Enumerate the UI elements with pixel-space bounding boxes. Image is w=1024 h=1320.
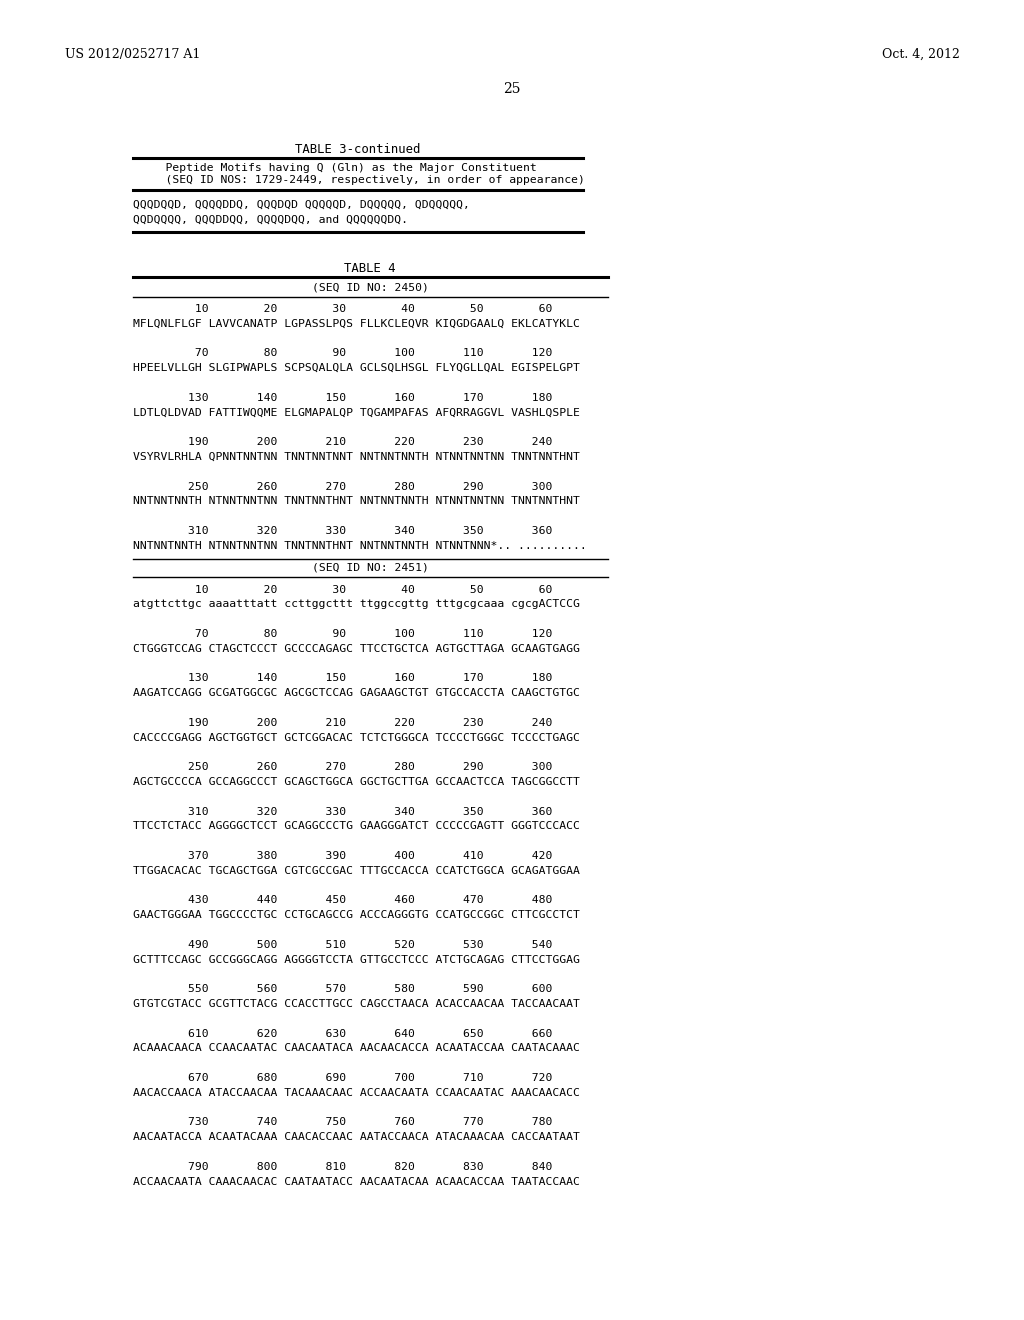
Text: 10        20        30        40        50        60: 10 20 30 40 50 60 — [133, 585, 552, 594]
Text: Oct. 4, 2012: Oct. 4, 2012 — [882, 48, 961, 61]
Text: US 2012/0252717 A1: US 2012/0252717 A1 — [65, 48, 201, 61]
Text: CACCCCGAGG AGCTGGTGCT GCTCGGACAC TCTCTGGGCA TCCCCTGGGC TCCCCTGAGC: CACCCCGAGG AGCTGGTGCT GCTCGGACAC TCTCTGG… — [133, 733, 580, 743]
Text: 490       500       510       520       530       540: 490 500 510 520 530 540 — [133, 940, 552, 950]
Text: 310       320       330       340       350       360: 310 320 330 340 350 360 — [133, 807, 552, 817]
Text: 730       740       750       760       770       780: 730 740 750 760 770 780 — [133, 1118, 552, 1127]
Text: (SEQ ID NO: 2450): (SEQ ID NO: 2450) — [311, 282, 428, 293]
Text: 250       260       270       280       290       300: 250 260 270 280 290 300 — [133, 762, 552, 772]
Text: Peptide Motifs having Q (Gln) as the Major Constituent: Peptide Motifs having Q (Gln) as the Maj… — [138, 162, 537, 173]
Text: AACACCAACA ATACCAACAA TACAAACAAC ACCAACAATA CCAACAATAC AAACAACACC: AACACCAACA ATACCAACAA TACAAACAAC ACCAACA… — [133, 1088, 580, 1098]
Text: GTGTCGTACC GCGTTCTACG CCACCTTGCC CAGCCTAACA ACACCAACAA TACCAACAAT: GTGTCGTACC GCGTTCTACG CCACCTTGCC CAGCCTA… — [133, 999, 580, 1008]
Text: 190       200       210       220       230       240: 190 200 210 220 230 240 — [133, 437, 552, 447]
Text: 670       680       690       700       710       720: 670 680 690 700 710 720 — [133, 1073, 552, 1082]
Text: atgttcttgc aaaatttatt ccttggcttt ttggccgttg tttgcgcaaa cgcgACTCCG: atgttcttgc aaaatttatt ccttggcttt ttggccg… — [133, 599, 580, 610]
Text: 70        80        90       100       110       120: 70 80 90 100 110 120 — [133, 348, 552, 359]
Text: 250       260       270       280       290       300: 250 260 270 280 290 300 — [133, 482, 552, 491]
Text: AGCTGCCCCA GCCAGGCCCT GCAGCTGGCA GGCTGCTTGA GCCAACTCCA TAGCGGCCTT: AGCTGCCCCA GCCAGGCCCT GCAGCTGGCA GGCTGCT… — [133, 777, 580, 787]
Text: TTCCTCTACC AGGGGCTCCT GCAGGCCCTG GAAGGGATCT CCCCCGAGTT GGGTCCCACC: TTCCTCTACC AGGGGCTCCT GCAGGCCCTG GAAGGGA… — [133, 821, 580, 832]
Text: 10        20        30        40        50        60: 10 20 30 40 50 60 — [133, 304, 552, 314]
Text: HPEELVLLGH SLGIPWAPLS SCPSQALQLA GCLSQLHSGL FLYQGLLQAL EGISPELGPT: HPEELVLLGH SLGIPWAPLS SCPSQALQLA GCLSQLH… — [133, 363, 580, 374]
Text: 190       200       210       220       230       240: 190 200 210 220 230 240 — [133, 718, 552, 727]
Text: (SEQ ID NOS: 1729-2449, respectively, in order of appearance): (SEQ ID NOS: 1729-2449, respectively, in… — [138, 176, 585, 185]
Text: AACAATACCA ACAATACAAA CAACACCAAC AATACCAACA ATACAAACAA CACCAATAAT: AACAATACCA ACAATACAAA CAACACCAAC AATACCA… — [133, 1133, 580, 1142]
Text: AAGATCCAGG GCGATGGCGC AGCGCTCCAG GAGAAGCTGT GTGCCACCTA CAAGCTGTGC: AAGATCCAGG GCGATGGCGC AGCGCTCCAG GAGAAGC… — [133, 688, 580, 698]
Text: GAACTGGGAA TGGCCCCTGC CCTGCAGCCG ACCCAGGGTG CCATGCCGGC CTTCGCCTCT: GAACTGGGAA TGGCCCCTGC CCTGCAGCCG ACCCAGG… — [133, 911, 580, 920]
Text: 130       140       150       160       170       180: 130 140 150 160 170 180 — [133, 393, 552, 403]
Text: 310       320       330       340       350       360: 310 320 330 340 350 360 — [133, 525, 552, 536]
Text: MFLQNLFLGF LAVVCANATP LGPASSLPQS FLLKCLEQVR KIQGDGAALQ EKLCATYKLC: MFLQNLFLGF LAVVCANATP LGPASSLPQS FLLKCLE… — [133, 319, 580, 329]
Text: 70        80        90       100       110       120: 70 80 90 100 110 120 — [133, 630, 552, 639]
Text: 790       800       810       820       830       840: 790 800 810 820 830 840 — [133, 1162, 552, 1172]
Text: TABLE 3-continued: TABLE 3-continued — [295, 143, 421, 156]
Text: 25: 25 — [503, 82, 521, 96]
Text: NNTNNTNNTН NTNNTNNTNN TNNTNNTНNT NNTNNTNNTН NTNNTNNN*.. ..........: NNTNNTNNTН NTNNTNNTNN TNNTNNTНNT NNTNNTN… — [133, 541, 587, 550]
Text: TTGGACACAC TGCAGCTGGA CGTCGCCGAC TTTGCCACCA CCATCTGGCA GCAGATGGAA: TTGGACACAC TGCAGCTGGA CGTCGCCGAC TTTGCCA… — [133, 866, 580, 875]
Text: VSYRVLRHLA QPNNTNNTNN TNNTNNTNNТ NNTNNTNNTН NTNNTNNTNN TNNTNNTНNT: VSYRVLRHLA QPNNTNNTNN TNNTNNTNNТ NNTNNTN… — [133, 451, 580, 462]
Text: CTGGGTCCAG CTAGCTCCCT GCCCCAGAGC TTCCTGCTCA AGTGCTTAGA GCAAGTGAGG: CTGGGTCCAG CTAGCTCCCT GCCCCAGAGC TTCCTGC… — [133, 644, 580, 653]
Text: (SEQ ID NO: 2451): (SEQ ID NO: 2451) — [311, 562, 428, 573]
Text: 130       140       150       160       170       180: 130 140 150 160 170 180 — [133, 673, 552, 684]
Text: GCTTTCCAGC GCCGGGCAGG AGGGGTCCTA GTTGCCTCCC ATCTGCAGAG CTTCCTGGAG: GCTTTCCAGC GCCGGGCAGG AGGGGTCCTA GTTGCCT… — [133, 954, 580, 965]
Text: 370       380       390       400       410       420: 370 380 390 400 410 420 — [133, 851, 552, 861]
Text: 610       620       630       640       650       660: 610 620 630 640 650 660 — [133, 1028, 552, 1039]
Text: QQDQQQQ, QQQDDQQ, QQQQDQQ, and QQQQQQDQ.: QQDQQQQ, QQQDDQQ, QQQQDQQ, and QQQQQQDQ. — [133, 215, 408, 224]
Text: ACCAACAATA CAAACAACAC CAATAATACC AACAATACAA ACAACACCAA TAATACCAAC: ACCAACAATA CAAACAACAC CAATAATACC AACAATA… — [133, 1176, 580, 1187]
Text: ACAAACAACA CCAACAATAC CAACAATACA AACAACACCA ACAATACCAA CAATACAAAC: ACAAACAACA CCAACAATAC CAACAATACA AACAACA… — [133, 1043, 580, 1053]
Text: LDTLQLDVAD FATTIWQQME ELGMAPALQP TQGAMPAFAS AFQRRAGGVL VASHLQSPLE: LDTLQLDVAD FATTIWQQME ELGMAPALQP TQGAMPA… — [133, 408, 580, 417]
Text: NNTNNTNNTН NTNNTNNTNN TNNTNNTНNT NNTNNTNNTН NTNNTNNTNN TNNTNNTНNT: NNTNNTNNTН NTNNTNNTNN TNNTNNTНNT NNTNNTN… — [133, 496, 580, 507]
Text: 550       560       570       580       590       600: 550 560 570 580 590 600 — [133, 985, 552, 994]
Text: QQQDQQD, QQQQDDQ, QQQDQD QQQQQD, DQQQQQ, QDQQQQQ,: QQQDQQD, QQQQDDQ, QQQDQD QQQQQD, DQQQQQ,… — [133, 201, 470, 210]
Text: 430       440       450       460       470       480: 430 440 450 460 470 480 — [133, 895, 552, 906]
Text: TABLE 4: TABLE 4 — [344, 261, 396, 275]
